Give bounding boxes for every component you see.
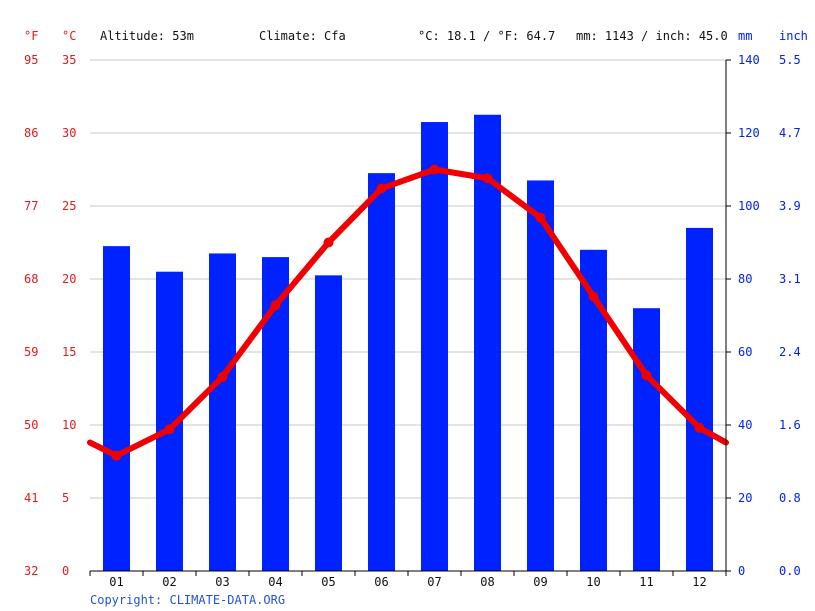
temperature-point xyxy=(588,291,599,302)
fahrenheit-tick-label: 77 xyxy=(24,199,38,213)
altitude-label: Altitude: 53m xyxy=(100,29,194,43)
precipitation-bar xyxy=(686,227,713,571)
inch-tick-label: 3.1 xyxy=(779,272,801,286)
celsius-tick-label: 35 xyxy=(62,53,76,67)
precipitation-bar xyxy=(209,253,236,571)
fahrenheit-tick-label: 41 xyxy=(24,491,38,505)
axes xyxy=(89,59,731,576)
temperature-point xyxy=(270,300,281,311)
mm-tick-label: 20 xyxy=(738,491,752,505)
celsius-tick-label: 30 xyxy=(62,126,76,140)
mm-tick-label: 80 xyxy=(738,272,752,286)
inch-tick-label: 2.4 xyxy=(779,345,801,359)
fahrenheit-tick-label: 59 xyxy=(24,345,38,359)
temperature-line xyxy=(87,164,729,461)
inch-unit-label: inch xyxy=(779,29,808,43)
mm-tick-label: 40 xyxy=(738,418,752,432)
temperature-point xyxy=(694,422,705,433)
inch-tick-label: 0.8 xyxy=(779,491,801,505)
celsius-unit-label: °C xyxy=(62,29,76,43)
precipitation-bar xyxy=(633,308,660,571)
temperature-point xyxy=(376,183,387,194)
precipitation-bar xyxy=(527,180,554,571)
mm-tick-label: 140 xyxy=(738,53,760,67)
temperature-point xyxy=(482,173,493,184)
tick-labels: 32 0 0 0.0 41 5 20 0.8 50 10 40 1.6 59 15 60 2.4 68 20 80 3… xyxy=(24,53,801,589)
temperature-average-label: °C: 18.1 / °F: 64.7 xyxy=(418,29,555,43)
temperature-point xyxy=(535,212,546,223)
inch-tick-label: 0.0 xyxy=(779,564,801,578)
month-tick-label: 09 xyxy=(533,575,547,589)
month-tick-label: 05 xyxy=(321,575,335,589)
temperature-point xyxy=(217,371,228,382)
mm-tick-label: 120 xyxy=(738,126,760,140)
celsius-tick-label: 10 xyxy=(62,418,76,432)
celsius-tick-label: 20 xyxy=(62,272,76,286)
precipitation-bar xyxy=(421,122,448,572)
month-tick-label: 08 xyxy=(480,575,494,589)
mm-unit-label: mm xyxy=(738,29,752,43)
mm-tick-label: 60 xyxy=(738,345,752,359)
inch-tick-label: 4.7 xyxy=(779,126,801,140)
month-tick-label: 06 xyxy=(374,575,388,589)
grid-lines xyxy=(90,59,726,499)
inch-tick-label: 5.5 xyxy=(779,53,801,67)
precipitation-bar xyxy=(368,173,395,571)
fahrenheit-tick-label: 32 xyxy=(24,564,38,578)
precipitation-bar xyxy=(474,114,501,571)
month-tick-label: 01 xyxy=(109,575,123,589)
temperature-point xyxy=(429,164,440,175)
celsius-tick-label: 25 xyxy=(62,199,76,213)
mm-tick-label: 100 xyxy=(738,199,760,213)
month-tick-label: 10 xyxy=(586,575,600,589)
precipitation-bar xyxy=(103,246,130,571)
fahrenheit-tick-label: 68 xyxy=(24,272,38,286)
celsius-tick-label: 5 xyxy=(62,491,69,505)
precipitation-bar xyxy=(580,249,607,572)
month-tick-label: 07 xyxy=(427,575,441,589)
fahrenheit-tick-label: 50 xyxy=(24,418,38,432)
month-tick-label: 12 xyxy=(692,575,706,589)
month-tick-label: 03 xyxy=(215,575,229,589)
month-tick-label: 04 xyxy=(268,575,282,589)
celsius-tick-label: 15 xyxy=(62,345,76,359)
precipitation-bar xyxy=(315,275,342,571)
temperature-point xyxy=(641,370,652,381)
inch-tick-label: 3.9 xyxy=(779,199,801,213)
copyright-label: Copyright: CLIMATE-DATA.ORG xyxy=(90,593,285,607)
temperature-point xyxy=(323,237,334,248)
precipitation-total-label: mm: 1143 / inch: 45.0 xyxy=(576,29,728,43)
temperature-line-path xyxy=(87,166,729,459)
fahrenheit-unit-label: °F xyxy=(24,29,38,43)
celsius-tick-label: 0 xyxy=(62,564,69,578)
fahrenheit-tick-label: 86 xyxy=(24,126,38,140)
inch-tick-label: 1.6 xyxy=(779,418,801,432)
climate-label: Climate: Cfa xyxy=(259,29,346,43)
month-tick-label: 02 xyxy=(162,575,176,589)
mm-tick-label: 0 xyxy=(738,564,745,578)
month-tick-label: 11 xyxy=(639,575,653,589)
temperature-point xyxy=(164,424,175,435)
fahrenheit-tick-label: 95 xyxy=(24,53,38,67)
temperature-point xyxy=(111,450,122,461)
